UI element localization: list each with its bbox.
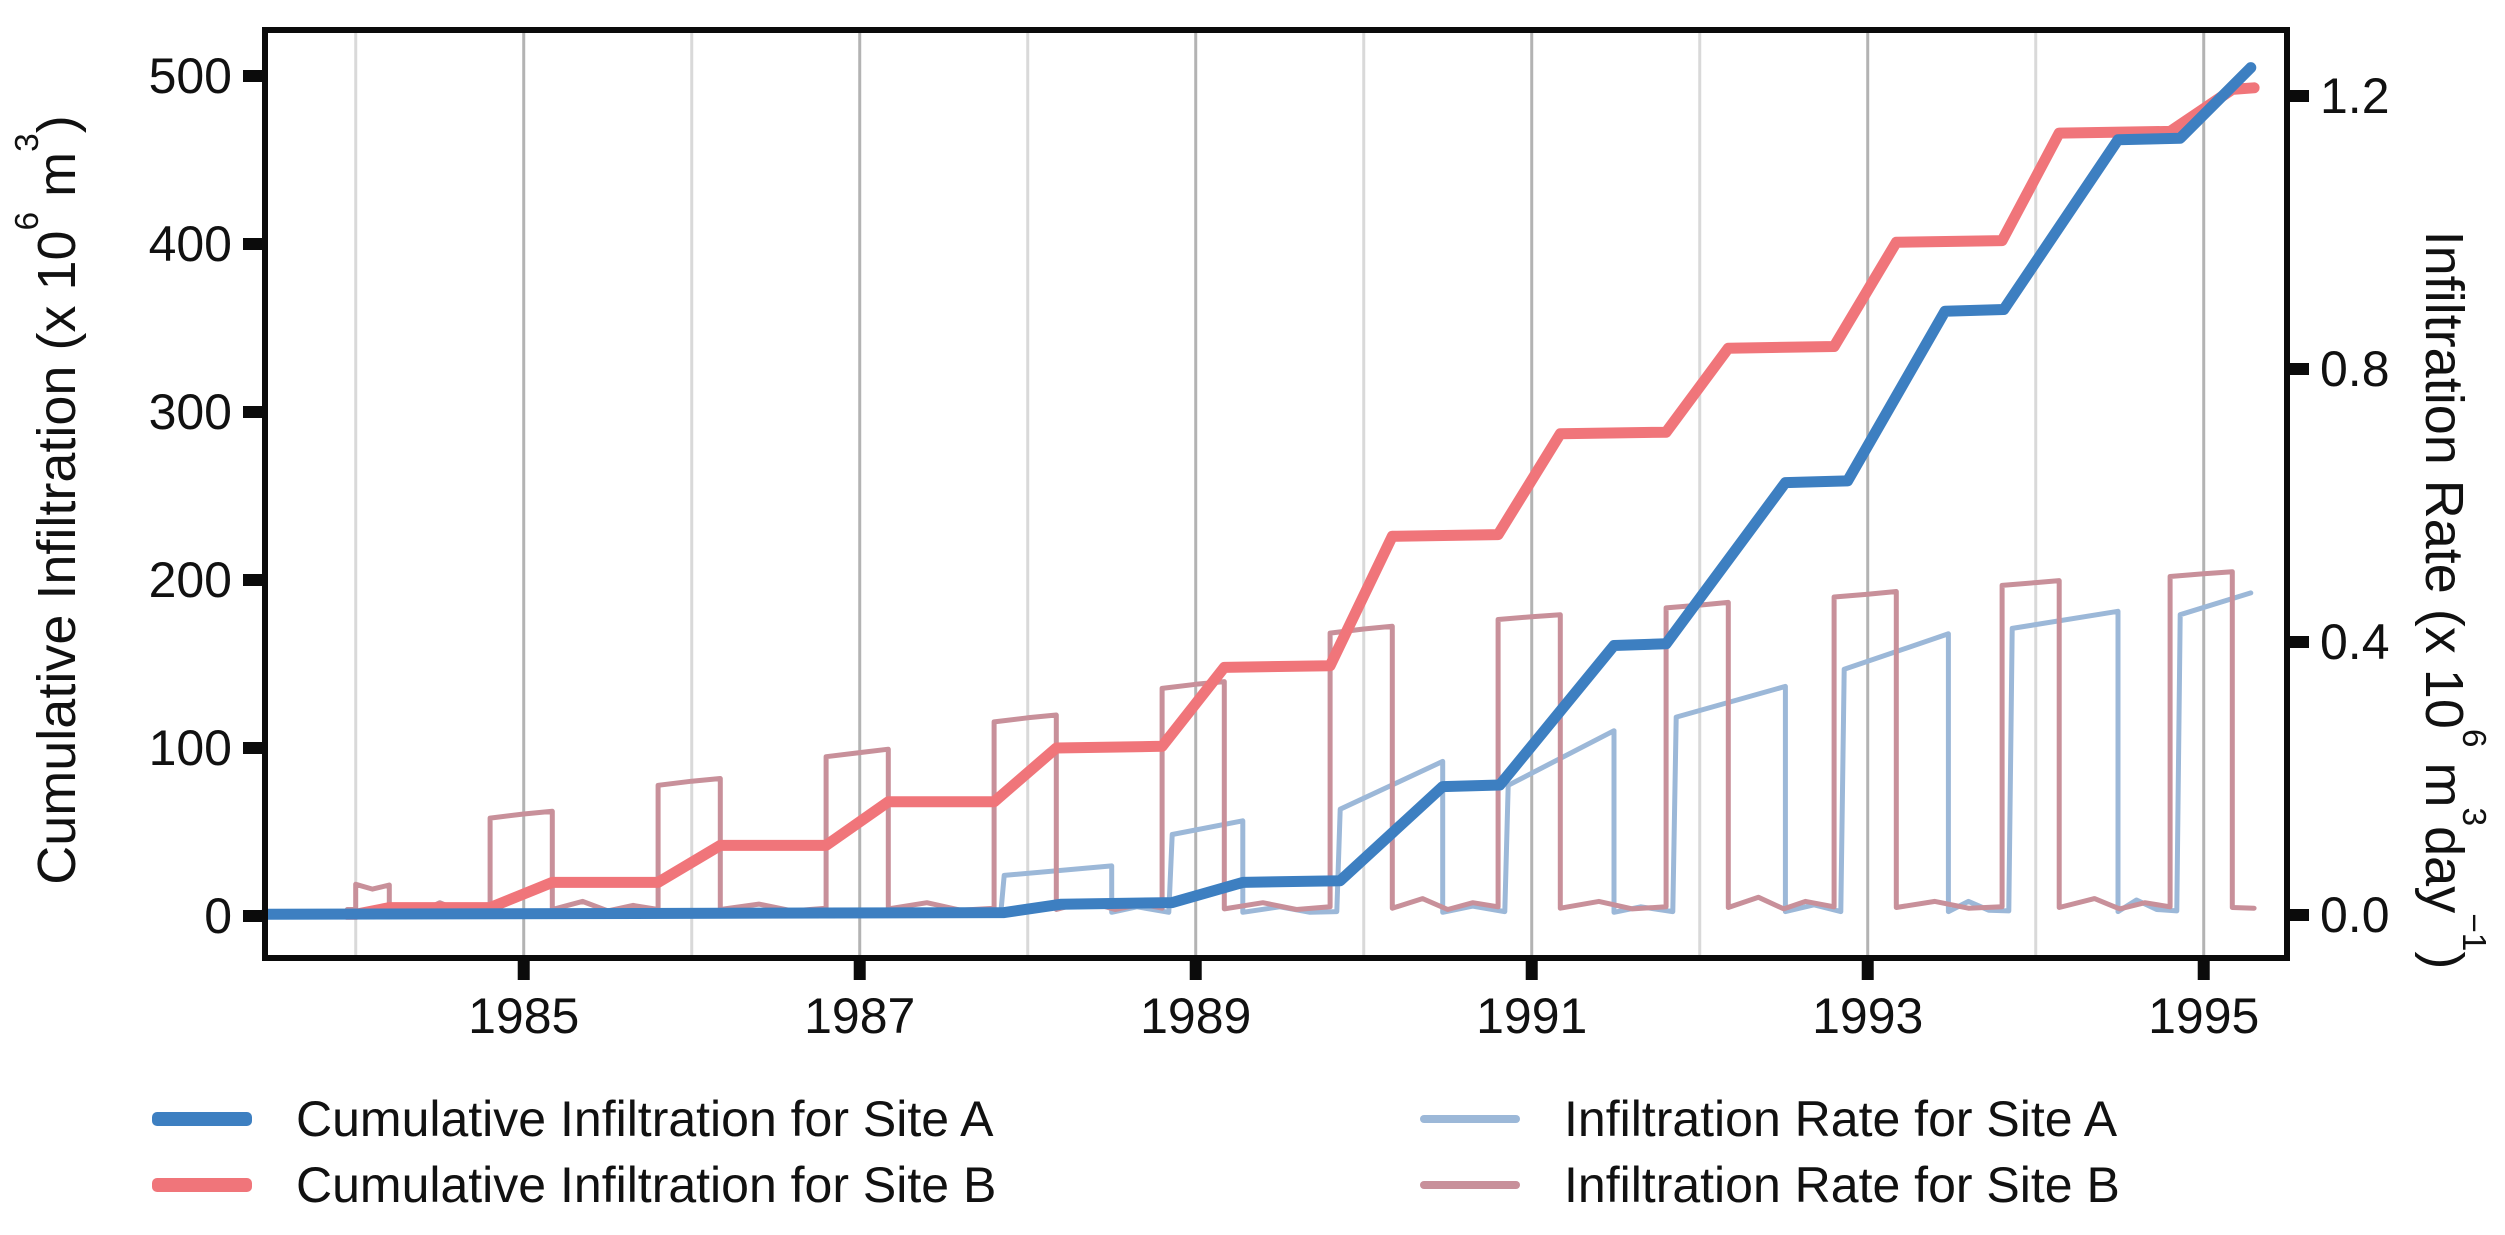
x-tick-label: 1985 [468, 988, 579, 1044]
legend-label: Cumulative Infiltration for Site B [296, 1157, 997, 1213]
x-tick-label: 1989 [1140, 988, 1251, 1044]
right-tick-label: 0.0 [2320, 887, 2390, 943]
legend-swatch-rate-site-a [1420, 1115, 1520, 1123]
right-tick-mark [2287, 636, 2309, 648]
x-tick-mark [2197, 958, 2210, 980]
legend-label: Infiltration Rate for Site A [1564, 1091, 2118, 1147]
x-tick-label: 1995 [2148, 988, 2259, 1044]
left-tick-label: 300 [149, 384, 232, 440]
series-line-rate-a [262, 590, 2254, 916]
series-line-rate-b [344, 569, 2257, 914]
legend-item-rate-site-a: Infiltration Rate for Site A [1420, 1086, 2482, 1152]
x-tick-mark [1189, 958, 1202, 980]
left-tick-label: 200 [149, 552, 232, 608]
right-tick-mark [2287, 363, 2309, 375]
x-tick-mark [517, 958, 530, 980]
right-tick-label: 1.2 [2320, 68, 2390, 124]
left-tick-label: 100 [149, 720, 232, 776]
x-tick-mark [1861, 958, 1874, 980]
left-tick-mark [243, 574, 265, 586]
legend-item-rate-site-b: Infiltration Rate for Site B [1420, 1152, 2482, 1218]
left-tick-mark [243, 70, 265, 82]
left-tick-mark [243, 238, 265, 250]
legend-item-cumulative-site-b: Cumulative Infiltration for Site B [152, 1152, 1420, 1218]
plot-frame [262, 27, 2290, 961]
right-tick-mark [2287, 909, 2309, 921]
x-tick-label: 1991 [1476, 988, 1587, 1044]
x-tick-label: 1993 [1812, 988, 1923, 1044]
legend-swatch-rate-site-b [1420, 1181, 1520, 1189]
legend-swatch-cumulative-site-b [152, 1178, 252, 1192]
left-tick-mark [243, 910, 265, 922]
series-line-cum-b [341, 82, 2260, 920]
left-tick-label: 0 [204, 888, 232, 944]
left-axis-title: Cumulative Infiltration (x 106 m3) [8, 115, 87, 885]
x-tick-label: 1987 [804, 988, 915, 1044]
legend-label: Infiltration Rate for Site B [1564, 1157, 2120, 1213]
legend: Cumulative Infiltration for Site A Cumul… [152, 1086, 2482, 1218]
left-tick-label: 500 [149, 48, 232, 104]
legend-item-cumulative-site-a: Cumulative Infiltration for Site A [152, 1086, 1420, 1152]
left-tick-mark [243, 406, 265, 418]
legend-label: Cumulative Infiltration for Site A [296, 1091, 994, 1147]
right-tick-mark [2287, 90, 2309, 102]
right-tick-label: 0.4 [2320, 614, 2390, 670]
right-tick-label: 0.8 [2320, 341, 2390, 397]
legend-swatch-cumulative-site-a [152, 1112, 252, 1126]
right-axis-title: Infiltration Rate (x 106 m3day−1) [2414, 230, 2493, 970]
x-tick-mark [1525, 958, 1538, 980]
x-tick-mark [853, 958, 866, 980]
left-tick-label: 400 [149, 216, 232, 272]
series-line-cum-a [259, 62, 2257, 920]
left-tick-mark [243, 742, 265, 754]
